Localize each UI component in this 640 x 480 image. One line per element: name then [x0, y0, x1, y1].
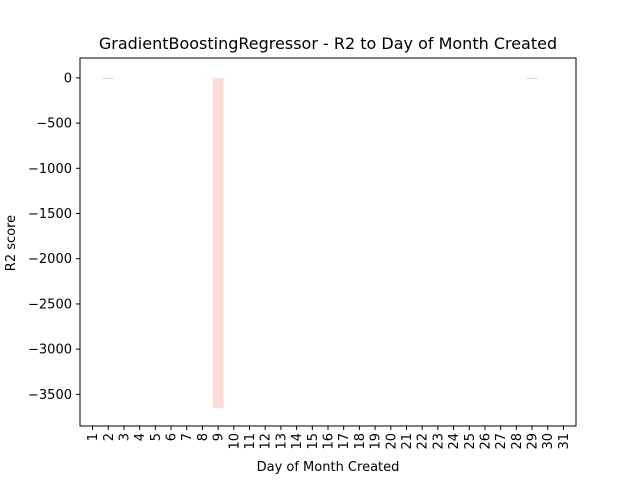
x-tick-label: 2 — [102, 433, 117, 441]
x-tick-label: 17 — [337, 433, 352, 450]
x-tick-label: 16 — [322, 433, 337, 450]
x-tick-label: 27 — [494, 433, 509, 450]
plot-area — [79, 57, 577, 427]
chart-title: GradientBoostingRegressor - R2 to Day of… — [99, 34, 557, 53]
x-tick-label: 5 — [149, 433, 164, 441]
y-tick-label: −3500 — [28, 388, 72, 403]
y-tick-label: −1000 — [28, 162, 72, 177]
y-tick-label: −3000 — [28, 343, 72, 358]
x-tick-label: 18 — [353, 433, 368, 450]
x-tick-label: 26 — [478, 433, 493, 450]
x-tick-label: 4 — [133, 433, 148, 441]
x-tick-label: 14 — [290, 433, 305, 450]
y-tick-label: −1500 — [28, 207, 72, 222]
x-tick-label: 30 — [541, 433, 556, 450]
x-tick-label: 25 — [463, 433, 478, 450]
x-tick-label: 8 — [196, 433, 211, 441]
plot-frame — [79, 57, 577, 427]
y-tick-label: −2500 — [28, 297, 72, 312]
bar-day-2 — [102, 77, 114, 79]
x-tick-label: 22 — [416, 433, 431, 450]
bar-day-29 — [526, 77, 538, 79]
x-tick-label: 13 — [274, 433, 289, 450]
bars — [102, 77, 538, 409]
x-tick-label: 15 — [306, 433, 321, 450]
x-tick-label: 23 — [431, 433, 446, 450]
y-tick-label: −2000 — [28, 252, 72, 267]
y-tick-label: 0 — [64, 71, 72, 86]
x-tick-label: 28 — [510, 433, 525, 450]
x-tick-label: 12 — [259, 433, 274, 450]
bar-day-9 — [212, 77, 224, 409]
y-axis-label: R2 score — [4, 215, 19, 271]
x-tick-label: 29 — [526, 433, 541, 450]
y-tick-label: −500 — [36, 117, 72, 132]
x-tick-label: 3 — [117, 433, 132, 441]
x-tick-label: 7 — [180, 433, 195, 441]
x-tick-label: 20 — [384, 433, 399, 450]
x-axis: 1 2 3 4 5 6 7 8 9 10 11 12 13 14 15 16 17 18 19 20 21 22 23 24 2… — [86, 426, 572, 450]
x-tick-label: 24 — [447, 433, 462, 450]
x-tick-label: 10 — [227, 433, 242, 450]
x-tick-label: 9 — [212, 433, 227, 441]
x-axis-label: Day of Month Created — [257, 460, 400, 475]
y-axis: 0 −500 −1000 −1500 −2000 −2500 −3000 −3500 — [28, 71, 80, 403]
x-tick-label: 11 — [243, 433, 258, 450]
x-tick-label: 6 — [165, 433, 180, 441]
x-tick-label: 19 — [369, 433, 384, 450]
x-tick-label: 1 — [86, 433, 101, 441]
x-tick-label: 31 — [557, 433, 572, 450]
x-tick-label: 21 — [400, 433, 415, 450]
